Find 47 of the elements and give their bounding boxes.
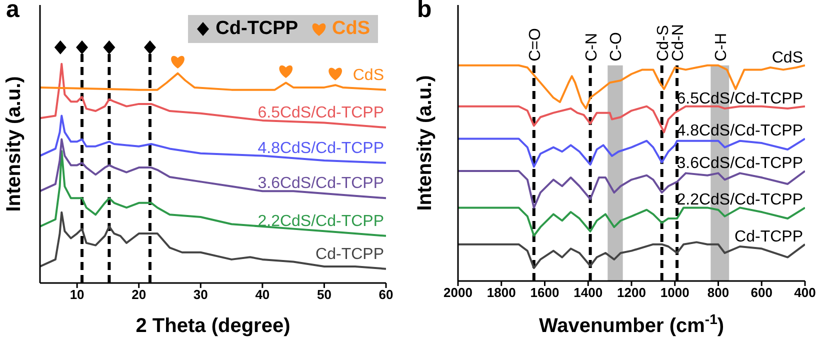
series-label: 6.5CdS/Cd-TCPP — [258, 104, 384, 122]
x-tick-label: 1800 — [486, 285, 516, 300]
series-label: 6.5CdS/Cd-TCPP — [676, 90, 803, 108]
point — [103, 40, 116, 54]
x-tick-label: 1600 — [530, 285, 560, 300]
x-tick-label: 1400 — [574, 285, 603, 300]
x-tick-label: 10 — [70, 287, 84, 302]
x-tick-label: 800 — [707, 285, 730, 300]
x-tick-label: 30 — [193, 287, 208, 302]
series-label: 2.2CdS/Cd-TCPP — [258, 212, 384, 230]
y-axis-title: Intensity (a.u.) — [414, 75, 436, 211]
x-tick-label: 1000 — [660, 285, 690, 300]
x-tick-label: 40 — [255, 287, 270, 302]
legend-label: Cd-TCPP — [216, 18, 298, 40]
x-tick-label: 2000 — [444, 285, 472, 300]
point — [279, 65, 293, 78]
legend-label: CdS — [332, 18, 370, 40]
chart-title: a — [6, 0, 20, 24]
series-label: 3.6CdS/Cd-TCPP — [676, 155, 803, 172]
x-tick-label: 400 — [794, 285, 816, 300]
series-label: CdS — [352, 66, 384, 84]
band-label: C-H — [712, 32, 730, 62]
series-label: Cd-TCPP — [734, 228, 803, 246]
point — [171, 56, 184, 69]
x-tick-label: 1200 — [617, 285, 646, 300]
x-tick-label: 20 — [132, 287, 146, 302]
ref-line-label: C=O — [526, 28, 544, 62]
series-label: 4.8CdS/Cd-TCPP — [676, 122, 803, 140]
band-label: C-O — [608, 32, 626, 62]
x-tick-label: 60 — [378, 287, 394, 302]
point — [54, 40, 66, 54]
x-axis-title: 2 Theta (degree) — [136, 315, 290, 337]
x-tick-label: 50 — [316, 287, 332, 302]
series-label: CdS — [772, 49, 803, 66]
x-axis-title: Wavenumber (cm$^{-1}$) — [538, 311, 724, 337]
series-label: 2.2CdS/Cd-TCPP — [676, 192, 803, 209]
series-label: Cd-TCPP — [316, 246, 384, 263]
series-label: 4.8CdS/Cd-TCPP — [258, 140, 384, 157]
y-axis-title: Intensity (a.u.) — [3, 76, 25, 212]
ref-line-label: Cd-N — [670, 24, 688, 62]
point — [328, 68, 342, 80]
point — [76, 40, 88, 54]
point — [144, 40, 156, 54]
series-label: 3.6CdS/Cd-TCPP — [258, 175, 384, 192]
x-tick-label: 600 — [750, 285, 772, 300]
ref-line-label: Cd-S — [654, 24, 672, 62]
ref-line-label: C-N — [583, 32, 600, 62]
